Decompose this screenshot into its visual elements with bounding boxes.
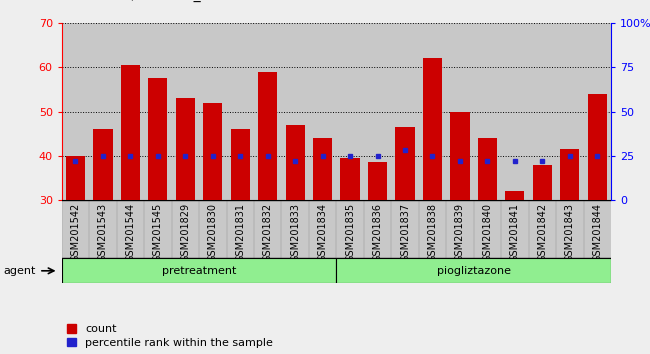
Text: GSM201830: GSM201830 bbox=[208, 203, 218, 262]
Bar bbox=[588, 94, 607, 200]
Bar bbox=[446, 23, 474, 200]
Bar bbox=[423, 58, 442, 200]
Bar bbox=[505, 191, 525, 200]
Text: GSM201543: GSM201543 bbox=[98, 203, 108, 262]
Bar bbox=[62, 258, 337, 283]
Bar bbox=[227, 23, 254, 200]
Bar bbox=[556, 200, 584, 258]
Bar bbox=[501, 200, 528, 258]
Bar bbox=[89, 200, 117, 258]
Text: GSM201840: GSM201840 bbox=[482, 203, 493, 262]
Bar bbox=[199, 23, 227, 200]
Text: GSM201839: GSM201839 bbox=[455, 203, 465, 262]
Legend: count, percentile rank within the sample: count, percentile rank within the sample bbox=[68, 324, 273, 348]
Bar bbox=[203, 103, 222, 200]
Text: GSM201544: GSM201544 bbox=[125, 203, 135, 262]
Bar bbox=[144, 23, 172, 200]
Bar bbox=[337, 200, 364, 258]
Text: GSM201835: GSM201835 bbox=[345, 203, 355, 262]
Bar bbox=[584, 200, 611, 258]
Bar bbox=[313, 138, 332, 200]
Text: GSM201832: GSM201832 bbox=[263, 203, 273, 262]
Bar bbox=[364, 23, 391, 200]
Text: agent: agent bbox=[3, 266, 36, 276]
Bar bbox=[474, 23, 501, 200]
Text: GSM201542: GSM201542 bbox=[70, 203, 81, 262]
Text: GSM201841: GSM201841 bbox=[510, 203, 520, 262]
Bar bbox=[446, 200, 474, 258]
Bar bbox=[419, 200, 446, 258]
Bar bbox=[254, 23, 281, 200]
Bar bbox=[395, 127, 415, 200]
Bar bbox=[199, 200, 227, 258]
Bar bbox=[172, 200, 199, 258]
Bar bbox=[309, 23, 337, 200]
Bar bbox=[450, 112, 469, 200]
Bar bbox=[231, 129, 250, 200]
Bar bbox=[281, 23, 309, 200]
Bar bbox=[368, 162, 387, 200]
Bar bbox=[66, 156, 85, 200]
Text: GSM201836: GSM201836 bbox=[372, 203, 383, 262]
Text: GSM201837: GSM201837 bbox=[400, 203, 410, 262]
Bar bbox=[391, 200, 419, 258]
Bar bbox=[474, 200, 501, 258]
Bar bbox=[341, 158, 359, 200]
Text: GSM201842: GSM201842 bbox=[538, 203, 547, 262]
Bar bbox=[254, 200, 281, 258]
Bar bbox=[281, 200, 309, 258]
Bar bbox=[560, 149, 579, 200]
Bar bbox=[89, 23, 117, 200]
Text: pretreatment: pretreatment bbox=[162, 266, 236, 276]
Bar bbox=[148, 78, 168, 200]
Bar bbox=[478, 138, 497, 200]
Bar bbox=[337, 23, 364, 200]
Text: GSM201843: GSM201843 bbox=[565, 203, 575, 262]
Bar bbox=[364, 200, 391, 258]
Text: GSM201831: GSM201831 bbox=[235, 203, 245, 262]
Text: GSM201833: GSM201833 bbox=[290, 203, 300, 262]
Text: GSM201545: GSM201545 bbox=[153, 203, 163, 262]
Text: GSM201838: GSM201838 bbox=[428, 203, 437, 262]
Bar bbox=[528, 23, 556, 200]
Bar bbox=[337, 258, 611, 283]
Bar bbox=[556, 23, 584, 200]
Bar bbox=[144, 200, 172, 258]
Bar bbox=[62, 200, 89, 258]
Bar bbox=[176, 98, 195, 200]
Text: GSM201829: GSM201829 bbox=[180, 203, 190, 262]
Bar bbox=[285, 125, 305, 200]
Bar bbox=[227, 200, 254, 258]
Bar bbox=[121, 65, 140, 200]
Bar bbox=[309, 200, 337, 258]
Bar bbox=[391, 23, 419, 200]
Bar bbox=[584, 23, 611, 200]
Bar bbox=[258, 72, 278, 200]
Bar bbox=[117, 200, 144, 258]
Text: GSM201844: GSM201844 bbox=[592, 203, 603, 262]
Bar bbox=[528, 200, 556, 258]
Text: GDS4132 / 228995_at: GDS4132 / 228995_at bbox=[62, 0, 214, 2]
Bar bbox=[501, 23, 528, 200]
Bar bbox=[117, 23, 144, 200]
Bar bbox=[533, 165, 552, 200]
Text: piogliztazone: piogliztazone bbox=[437, 266, 511, 276]
Text: GSM201834: GSM201834 bbox=[318, 203, 328, 262]
Bar bbox=[172, 23, 199, 200]
Bar bbox=[94, 129, 112, 200]
Bar bbox=[419, 23, 446, 200]
Bar bbox=[62, 23, 89, 200]
